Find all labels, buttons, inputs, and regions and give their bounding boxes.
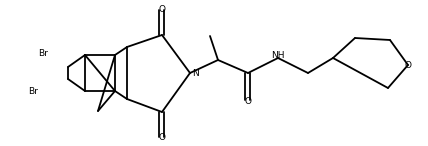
Text: N: N <box>193 68 199 78</box>
Text: NH: NH <box>271 52 285 60</box>
Text: O: O <box>158 6 166 14</box>
Text: O: O <box>244 98 252 106</box>
Text: O: O <box>158 133 166 141</box>
Text: O: O <box>404 60 411 69</box>
Text: Br: Br <box>28 86 38 95</box>
Text: Br: Br <box>38 49 48 59</box>
